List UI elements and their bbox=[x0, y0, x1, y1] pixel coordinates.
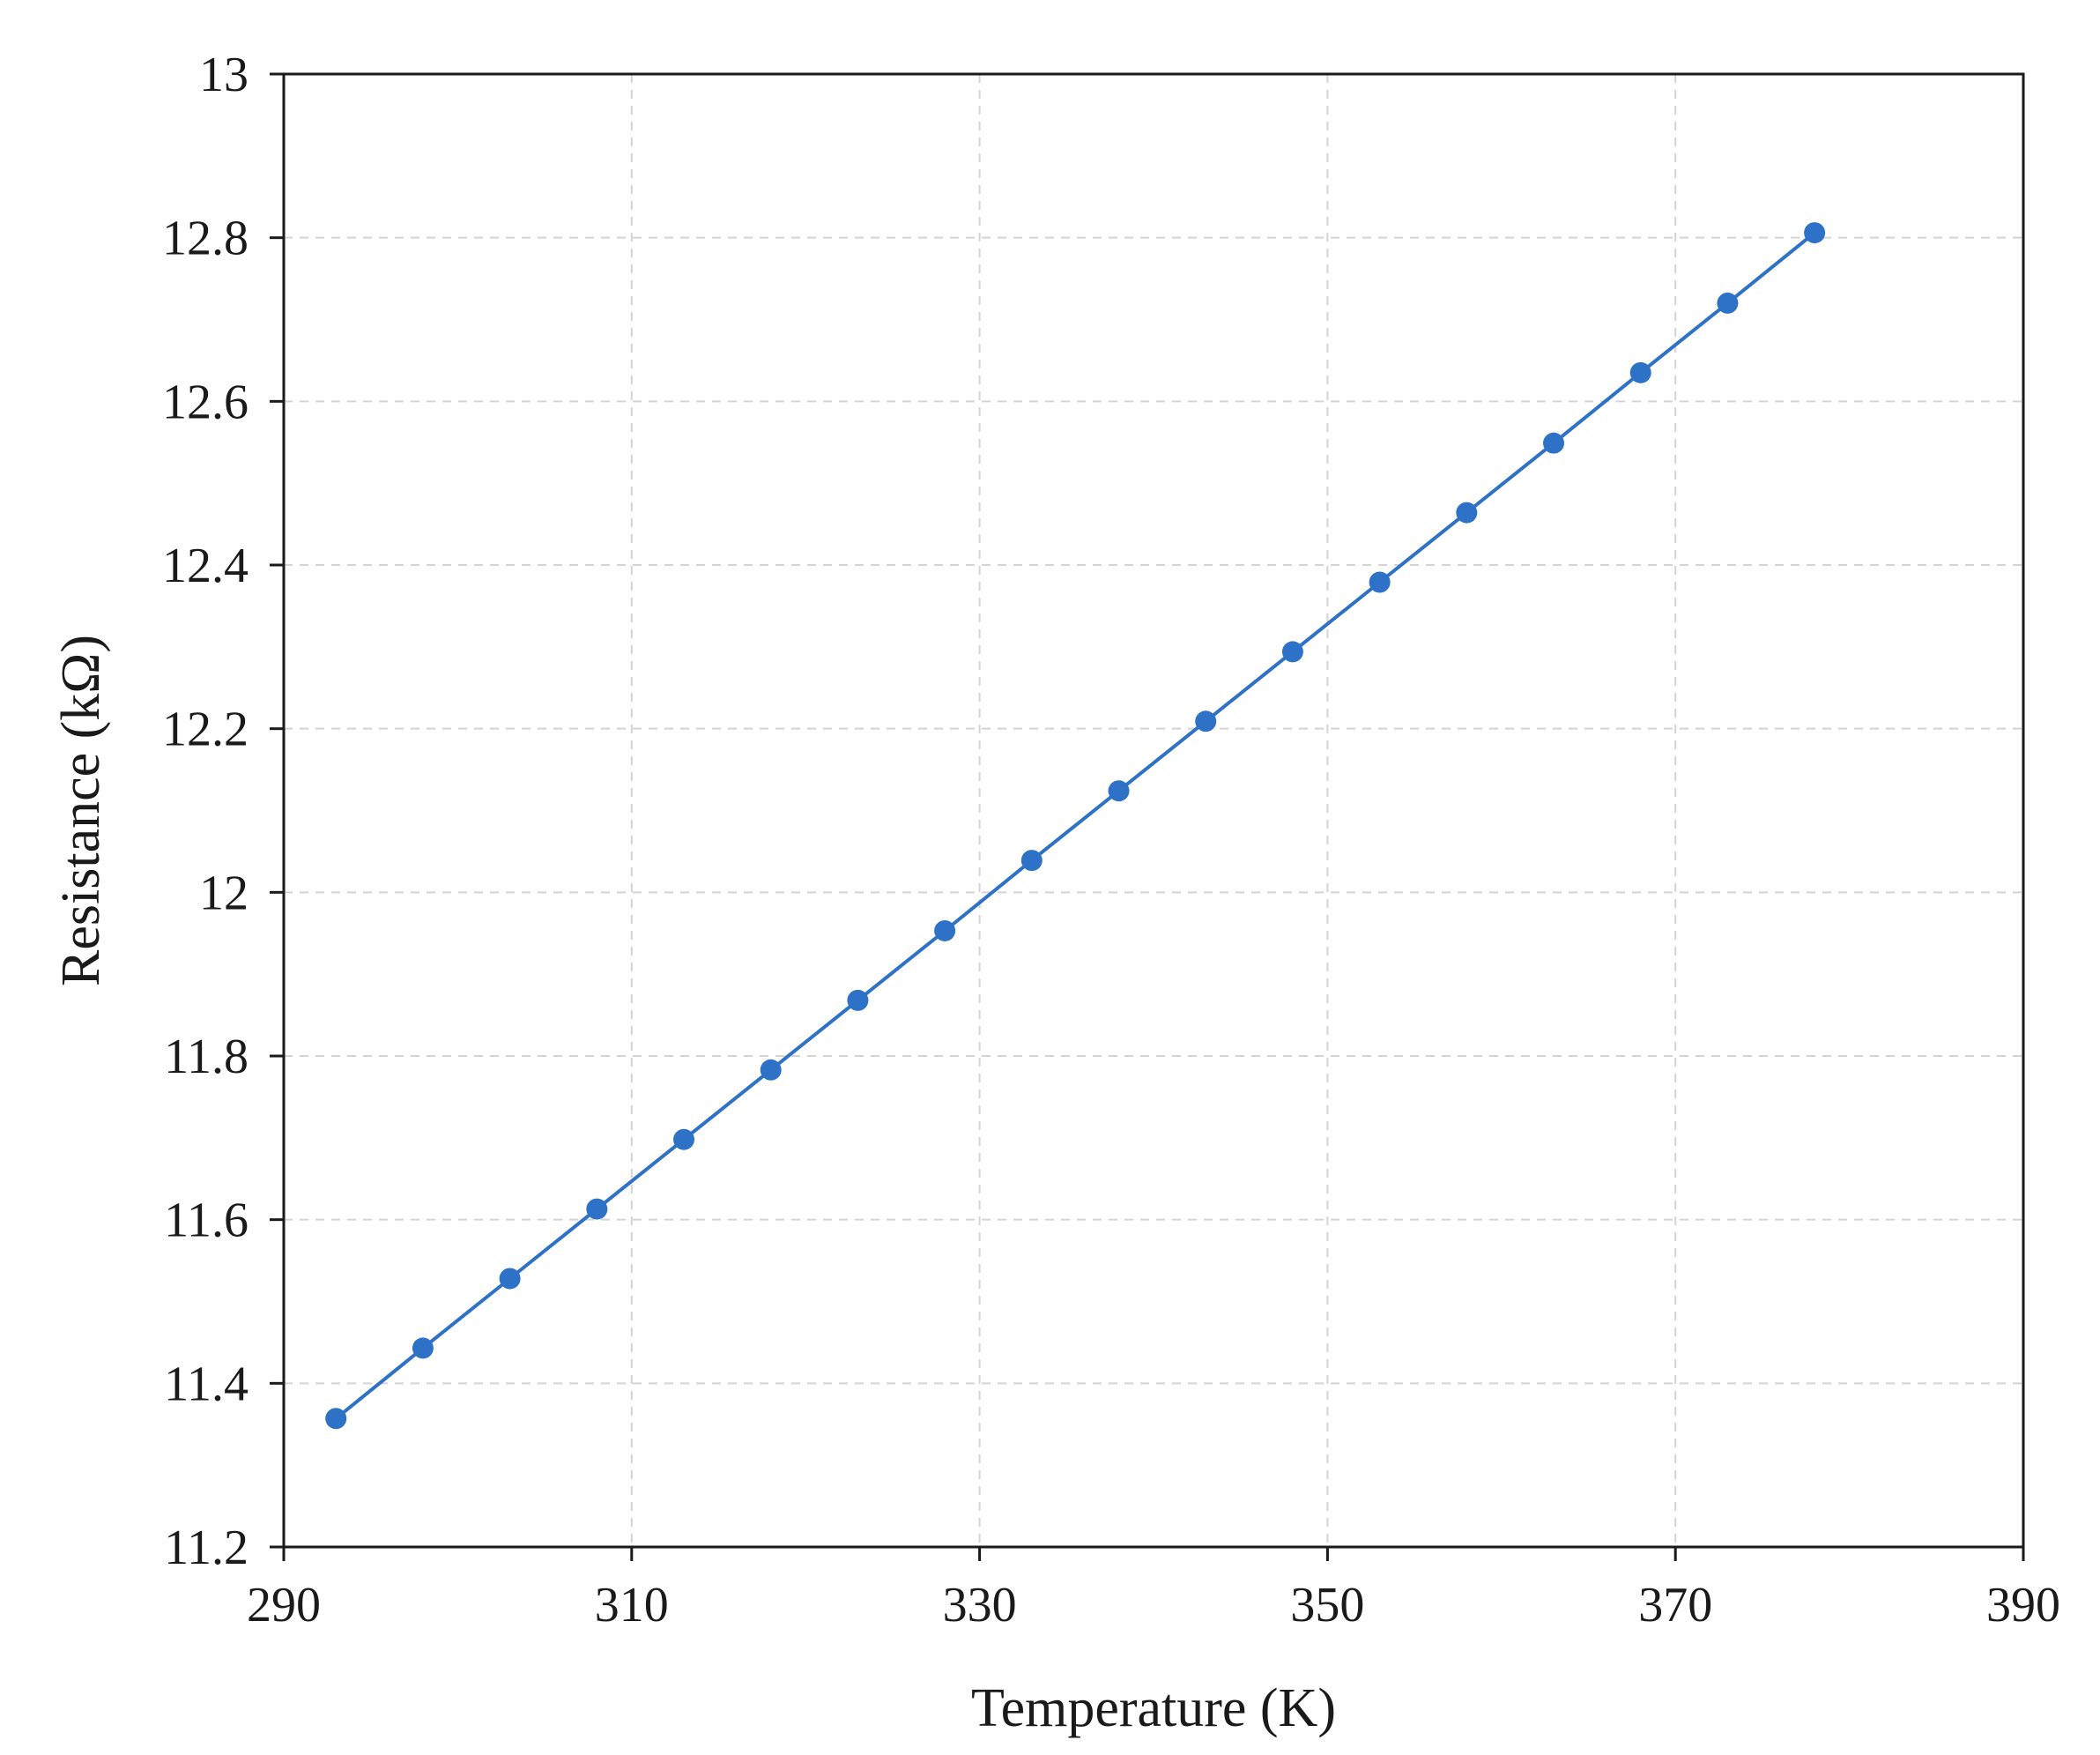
y-axis-label: Resistance (kΩ) bbox=[51, 635, 111, 986]
data-point-4 bbox=[673, 1128, 695, 1150]
data-point-11 bbox=[1281, 641, 1303, 663]
data-point-17 bbox=[1804, 222, 1826, 244]
y-tick-label-9: 13 bbox=[199, 48, 249, 102]
y-tick-labels: 11.2 11.4 11.6 11.8 12 12.2 12.4 12.6 12.8 13 bbox=[162, 48, 249, 1575]
y-tick-label-4: 12 bbox=[199, 866, 249, 920]
x-tick-label-4: 370 bbox=[1638, 1578, 1712, 1632]
data-point-9 bbox=[1108, 780, 1130, 802]
data-point-1 bbox=[412, 1337, 434, 1359]
plot-frame bbox=[282, 72, 2025, 1549]
x-tick-labels: 290 310 330 350 370 390 bbox=[247, 1578, 2060, 1632]
data-point-0 bbox=[325, 1408, 347, 1430]
series-line-0 bbox=[334, 231, 1816, 1420]
data-point-13 bbox=[1456, 502, 1478, 524]
y-tick-label-0: 11.2 bbox=[164, 1521, 249, 1575]
y-tick-label-3: 11.8 bbox=[164, 1030, 249, 1084]
data-point-15 bbox=[1629, 361, 1651, 383]
x-tick-label-1: 310 bbox=[595, 1578, 669, 1632]
x-tick-label-2: 330 bbox=[943, 1578, 1017, 1632]
data-point-16 bbox=[1717, 292, 1739, 314]
grid bbox=[284, 74, 2023, 1547]
y-tick-label-1: 11.4 bbox=[164, 1357, 249, 1411]
series-group bbox=[325, 222, 1826, 1430]
data-point-8 bbox=[1020, 850, 1043, 872]
y-tick-label-7: 12.6 bbox=[162, 375, 249, 429]
data-point-3 bbox=[586, 1198, 608, 1220]
data-point-6 bbox=[847, 989, 869, 1011]
y-tick-label-2: 11.6 bbox=[164, 1194, 249, 1248]
y-tick-label-6: 12.4 bbox=[162, 539, 249, 593]
y-tick-label-8: 12.8 bbox=[162, 212, 249, 266]
axis-ticks bbox=[270, 72, 2025, 1561]
data-point-7 bbox=[934, 919, 956, 941]
x-tick-label-3: 350 bbox=[1290, 1578, 1364, 1632]
x-axis-label: Temperature (K) bbox=[971, 1678, 1336, 1738]
data-point-12 bbox=[1369, 571, 1391, 593]
data-point-14 bbox=[1543, 432, 1565, 454]
data-point-2 bbox=[499, 1268, 521, 1290]
data-point-5 bbox=[760, 1059, 782, 1081]
data-point-10 bbox=[1195, 710, 1217, 732]
x-tick-label-0: 290 bbox=[247, 1578, 321, 1632]
x-tick-label-5: 390 bbox=[1986, 1578, 2060, 1632]
y-tick-label-5: 12.2 bbox=[162, 703, 249, 757]
